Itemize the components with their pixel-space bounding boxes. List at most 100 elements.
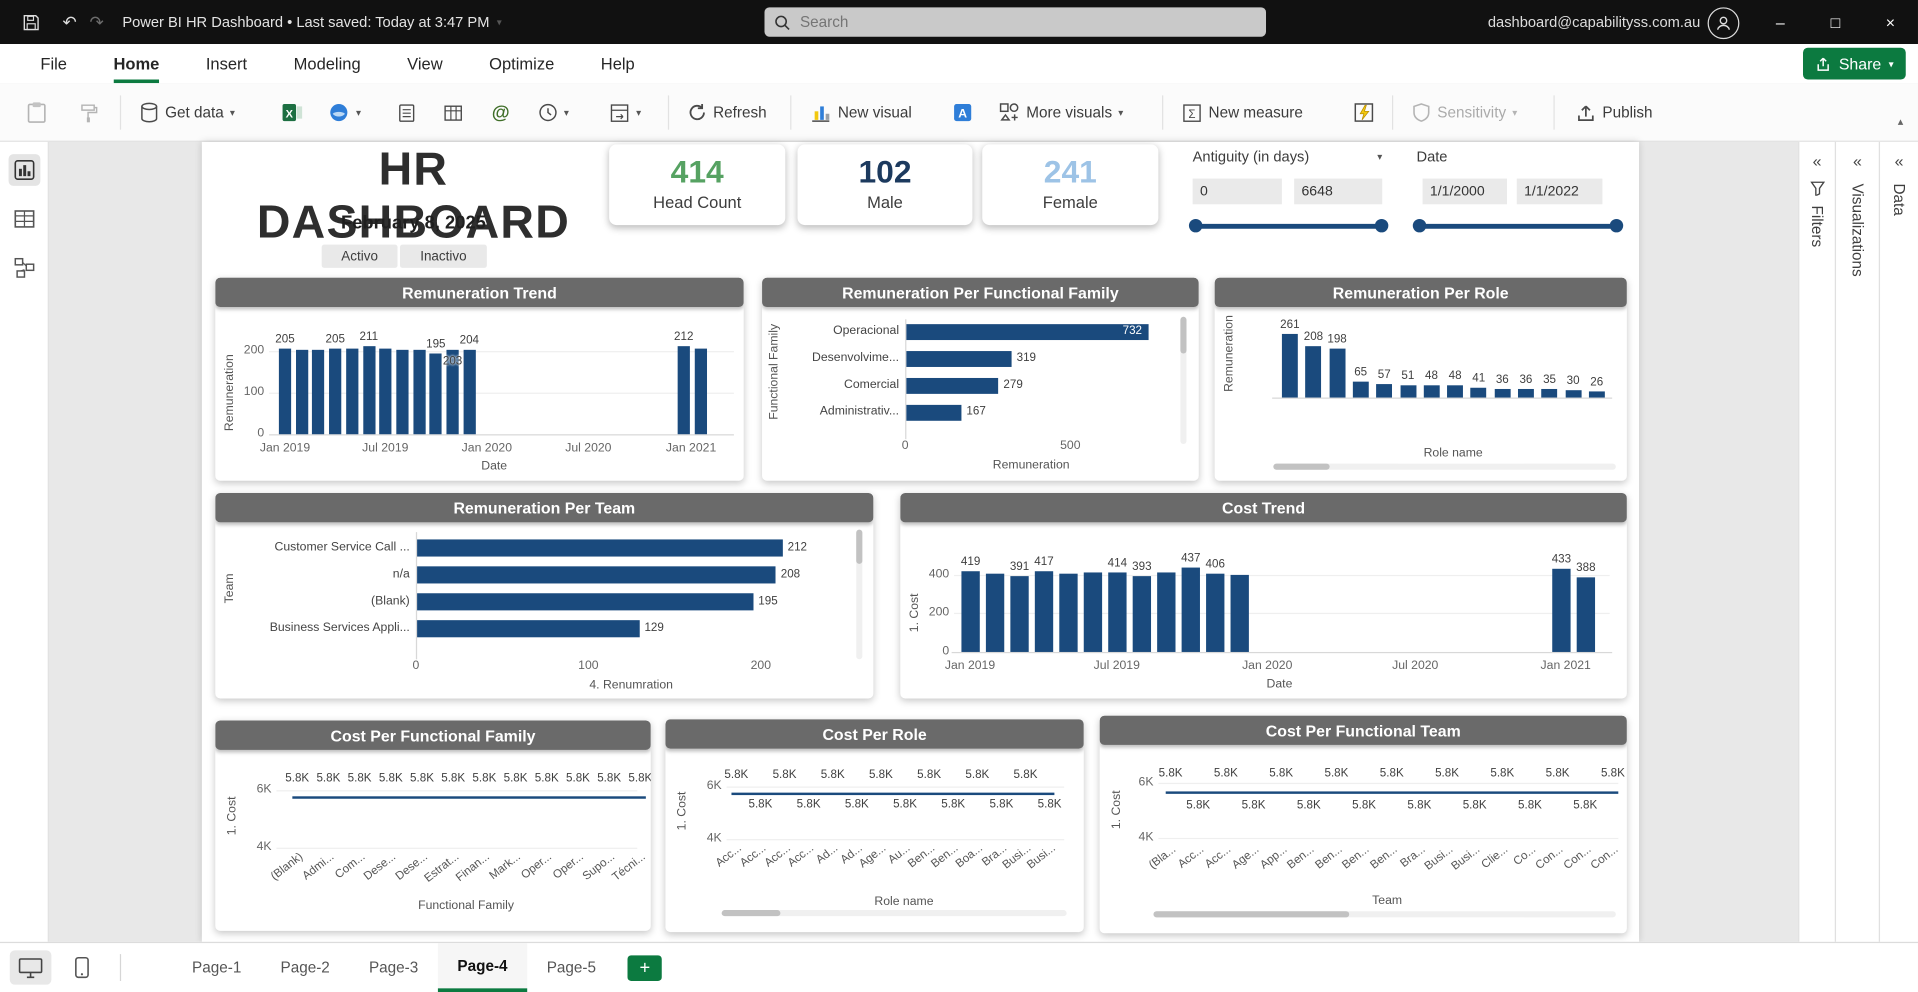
sthumb[interactable] (1180, 316, 1187, 354)
chart-cost-trend[interactable]: Cost Trend 400 200 0 Jan 2019 Jul 2019 Jan 20… (900, 492, 1627, 699)
sthumb[interactable] (721, 910, 781, 917)
linebar[interactable] (731, 792, 1055, 796)
slicer-antiquity-header[interactable]: Antiguity (in days) ▾ (1192, 148, 1383, 166)
vbar[interactable] (379, 348, 392, 435)
chart-remuneration-per-team[interactable]: Remuneration Per Team Customer Service C… (215, 492, 874, 699)
recent-sources-button[interactable]: ▾ (531, 93, 576, 132)
vbar[interactable] (1376, 383, 1393, 398)
sthumb[interactable] (1273, 463, 1330, 470)
paste-data-button[interactable] (389, 93, 424, 132)
vbar[interactable] (345, 348, 359, 435)
chart-remuneration-per-functional-family[interactable]: Remuneration Per Functional Family Opera… (762, 277, 1199, 481)
menu-view[interactable]: View (407, 54, 443, 73)
report-view-button[interactable] (8, 154, 41, 186)
close-button[interactable]: × (1885, 12, 1896, 32)
vbar[interactable] (1541, 388, 1558, 398)
transform-data-button[interactable]: ▾ (602, 93, 649, 132)
quick-measure-button[interactable] (1346, 93, 1383, 132)
new-visual-button[interactable]: New visual (802, 93, 919, 132)
menu-insert[interactable]: Insert (205, 54, 248, 73)
new-measure-button[interactable]: Σ New measure (1174, 93, 1310, 132)
date-from-input[interactable] (1422, 178, 1507, 205)
activo-button[interactable]: Activo (321, 244, 398, 268)
vbar[interactable] (362, 346, 375, 435)
account-avatar[interactable] (1707, 7, 1740, 40)
publish-button[interactable]: Publish (1568, 93, 1660, 132)
kpi-head-count[interactable]: 414 Head Count (609, 144, 786, 226)
dataverse-button[interactable]: @ (484, 93, 517, 132)
minimize-button[interactable]: – (1775, 12, 1785, 32)
title-caret-icon[interactable]: ▾ (496, 16, 502, 28)
vbar[interactable] (1494, 388, 1511, 398)
vbar[interactable] (312, 349, 325, 435)
more-visuals-button[interactable]: More visuals ▾ (991, 93, 1131, 132)
excel-workbook-button[interactable]: X (274, 93, 311, 132)
slider-handle-min[interactable] (1188, 218, 1203, 233)
kpi-female[interactable]: 241 Female (982, 144, 1159, 226)
chevron-down-icon[interactable]: ▾ (1377, 151, 1383, 163)
vbar[interactable] (396, 349, 409, 435)
hbar[interactable] (906, 404, 962, 421)
hbar[interactable] (906, 323, 1149, 340)
hbar[interactable] (417, 620, 640, 638)
model-view-button[interactable] (9, 252, 41, 284)
search-input[interactable] (797, 12, 1257, 32)
hbar[interactable] (417, 539, 783, 557)
kpi-male[interactable]: 102 Male (797, 144, 973, 226)
slider-handle-max[interactable] (1374, 218, 1389, 233)
vbar[interactable] (429, 353, 442, 435)
date-to-input[interactable] (1516, 178, 1603, 205)
vbar[interactable] (1157, 572, 1176, 652)
vbar[interactable] (1352, 381, 1369, 398)
search-box[interactable] (764, 7, 1267, 37)
hbar[interactable] (906, 350, 1012, 367)
redo-button[interactable]: ↷ (89, 11, 104, 32)
tab-page-5[interactable]: Page-5 (546, 958, 597, 977)
expand-data-icon[interactable]: « (1894, 151, 1904, 171)
enter-data-button[interactable] (435, 93, 470, 132)
vbar[interactable] (1108, 571, 1127, 652)
chart-remuneration-per-role[interactable]: Remuneration Per Role 261 208 198 65 57 51 48 4… (1214, 277, 1627, 481)
vbar[interactable] (677, 346, 690, 435)
new-page-button[interactable]: + (627, 954, 663, 981)
desktop-layout-button[interactable] (9, 950, 52, 985)
inactivo-button[interactable]: Inactivo (399, 244, 487, 268)
antiquity-to-input[interactable] (1294, 178, 1383, 205)
vbar[interactable] (1399, 385, 1416, 398)
vbar[interactable] (1206, 573, 1225, 652)
hbar[interactable] (906, 377, 999, 394)
menu-file[interactable]: File (40, 54, 67, 73)
filters-pane-label[interactable]: Filters (1808, 205, 1826, 248)
vbar[interactable] (1565, 390, 1582, 398)
get-data-button[interactable]: Get data ▾ (132, 93, 242, 132)
tab-page-4[interactable]: Page-4 (437, 943, 528, 992)
menu-help[interactable]: Help (600, 54, 635, 73)
chart-cost-per-functional-team[interactable]: Cost Per Functional Team 6K 4K 5.8K (Bla...… (1099, 715, 1627, 934)
vbar[interactable] (295, 349, 308, 435)
slicer-date-header[interactable]: Date (1416, 148, 1448, 166)
text-box-button[interactable]: A (944, 93, 981, 132)
linebar[interactable] (1165, 791, 1618, 794)
tab-page-1[interactable]: Page-1 (192, 958, 242, 977)
vbar[interactable] (463, 349, 476, 435)
slider-handle-max[interactable] (1609, 218, 1624, 233)
hbar[interactable] (417, 566, 776, 584)
vbar[interactable] (961, 570, 980, 652)
save-button[interactable] (17, 10, 44, 34)
vbar[interactable] (1230, 574, 1249, 652)
date-range-slider[interactable] (1412, 218, 1624, 233)
vbar[interactable] (1083, 572, 1103, 652)
vbar[interactable] (1305, 346, 1322, 398)
vbar[interactable] (1034, 571, 1054, 652)
chart-cost-per-functional-family[interactable]: Cost Per Functional Family 6K 4K 5.8K (Blan… (215, 720, 651, 931)
mobile-layout-button[interactable] (61, 950, 103, 984)
vbar[interactable] (985, 573, 1005, 652)
visualizations-pane-label[interactable]: Visualizations (1848, 183, 1866, 277)
chart-remuneration-trend[interactable]: Remuneration Trend 200 100 0 Jan 2019 Jul 20… (215, 277, 744, 481)
tab-page-3[interactable]: Page-3 (368, 958, 419, 977)
expand-filters-icon[interactable]: « (1812, 151, 1822, 171)
onelake-datahub-button[interactable]: ▾ (320, 93, 368, 132)
vbar[interactable] (1181, 567, 1200, 652)
vbar[interactable] (1517, 388, 1534, 398)
tab-page-2[interactable]: Page-2 (280, 958, 330, 977)
